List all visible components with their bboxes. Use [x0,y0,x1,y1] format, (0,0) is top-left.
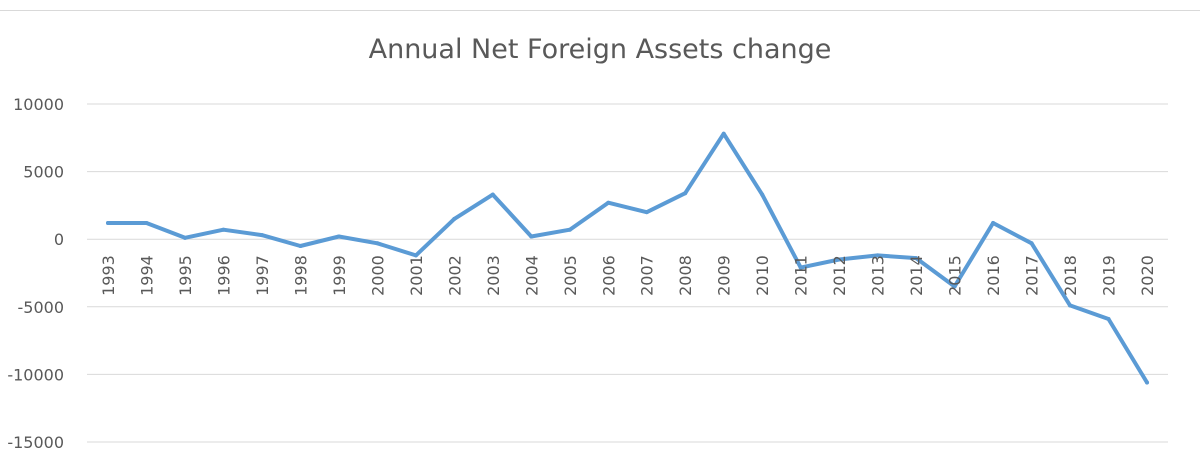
x-tick-label: 2002 [445,255,464,296]
x-tick-label: 2003 [484,255,503,296]
x-tick-label: 2010 [753,255,772,296]
data-point [683,191,688,196]
data-point [1029,241,1034,246]
data-point [259,233,264,238]
data-point [106,220,110,225]
x-tick-label: 2015 [946,255,965,296]
x-tick-label: 2011 [792,255,811,296]
x-tick-label: 2005 [561,255,580,296]
data-point [529,234,534,239]
x-tick-label: 2004 [522,255,541,296]
series-line [106,131,1149,385]
x-tick-label: 1993 [99,255,118,296]
data-point [413,253,418,258]
x-tick-label: 1999 [330,255,349,296]
x-tick-label: 2007 [638,255,657,296]
y-tick-label: 5000 [23,163,64,182]
data-point [221,227,226,232]
data-point [991,220,996,225]
data-point [298,243,303,248]
x-axis-ticks: 1993 1994 1995 1996 1997 1998 1999 2000 2001 2002… [99,255,1157,296]
x-tick-label: 2008 [676,255,695,296]
y-tick-label: -15000 [7,433,64,452]
y-tick-label: 0 [54,230,64,249]
x-tick-label: 2001 [407,255,426,296]
chart-title: Annual Net Foreign Assets change [368,34,832,65]
y-tick-label: -10000 [7,365,64,384]
data-point [914,256,919,261]
x-tick-label: 1995 [176,255,195,296]
data-point [336,234,341,239]
data-point [798,265,803,270]
x-tick-label: 2000 [368,255,387,296]
x-tick-label: 2016 [984,255,1003,296]
x-tick-label: 2017 [1023,255,1042,296]
data-point [875,253,880,258]
x-tick-label: 2020 [1138,255,1157,296]
x-tick-label: 1996 [214,255,233,296]
x-tick-label: 2006 [599,255,618,296]
data-point [375,241,380,246]
y-axis-ticks: 10000 5000 0 -5000 -10000 -15000 [7,95,64,452]
data-point [952,284,957,289]
data-point [606,200,611,205]
y-tick-label: -5000 [18,298,65,317]
gridlines [87,103,1168,443]
x-tick-label: 1994 [137,255,156,296]
data-point [644,210,649,215]
data-point [1145,380,1149,385]
series-line-group [106,131,1149,385]
top-divider [0,10,1200,11]
data-point [721,131,726,136]
data-point [1068,303,1073,308]
x-tick-label: 2014 [907,255,926,296]
data-point [760,192,765,197]
data-point [452,216,457,221]
y-tick-label: 10000 [13,95,64,114]
data-point [567,227,572,232]
data-point [837,257,842,262]
x-tick-label: 2019 [1100,255,1119,296]
x-tick-label: 2009 [715,255,734,296]
x-tick-label: 1997 [253,255,272,296]
x-tick-label: 2013 [869,255,888,296]
x-tick-label: 1998 [291,255,310,296]
data-point [1106,316,1111,321]
x-tick-label: 2012 [830,255,849,296]
x-tick-label: 2018 [1061,255,1080,296]
data-point [490,192,495,197]
data-point [144,220,149,225]
data-point [182,235,187,240]
